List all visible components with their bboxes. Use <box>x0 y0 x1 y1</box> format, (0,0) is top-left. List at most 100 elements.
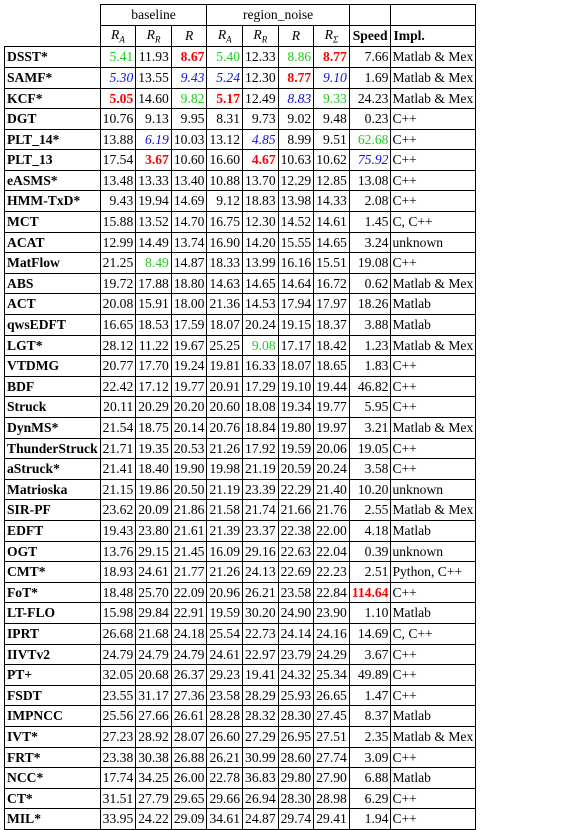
cell-value: 23.80 <box>138 522 169 538</box>
score-cell: 29.65 <box>170 787 208 810</box>
score-cell: 12.30 <box>242 66 279 89</box>
score-cell: 21.26 <box>206 437 244 460</box>
tracker-name: DSST* <box>4 46 101 68</box>
cell-value: 19.98 <box>209 461 241 477</box>
cell-value: 14.61 <box>316 214 347 230</box>
cell-value: 14.53 <box>245 296 276 312</box>
cell-value: 26.95 <box>280 728 312 744</box>
cell-value: 29.84 <box>138 605 169 621</box>
score-cell: 17.74 <box>99 767 137 789</box>
score-cell: 19.24 <box>170 355 208 377</box>
cell-value: 20.68 <box>138 667 169 683</box>
cell-value: 28.07 <box>173 728 205 744</box>
cell-value: 25.25 <box>209 337 241 353</box>
cell-value: 36.83 <box>245 770 276 786</box>
score-cell: 9.51 <box>313 128 350 151</box>
score-cell: 26.21 <box>206 746 244 769</box>
cell-value: 16.09 <box>209 543 241 559</box>
speed-cell: 1.83 <box>348 355 392 377</box>
table-row: BDF 22.42 17.12 19.77 20.91 17.29 19.10 19.44 46… <box>4 375 477 398</box>
tracker-name: SAMF* <box>4 66 101 89</box>
score-cell: 9.02 <box>277 108 315 130</box>
cell-value: 22.09 <box>173 584 205 600</box>
impl-cell: C++ <box>390 581 477 604</box>
speed-cell: 62.68 <box>348 128 392 151</box>
cell-value: 9.43 <box>109 193 134 209</box>
cell-value: 26.61 <box>173 708 205 724</box>
cell-value: 21.71 <box>102 440 134 456</box>
cell-value: 34.61 <box>209 811 241 827</box>
cell-value: 21.74 <box>245 502 276 518</box>
cell-value: 6.88 <box>364 770 389 786</box>
score-cell: 27.29 <box>242 725 279 748</box>
speed-cell: 1.69 <box>348 66 392 89</box>
cell-value: 5.41 <box>109 49 134 65</box>
score-cell: 21.19 <box>242 458 279 480</box>
impl-cell: C++ <box>390 169 477 192</box>
table-row: NCC* 17.74 34.25 26.00 22.78 36.83 29.80 27.90 6… <box>4 767 477 789</box>
cell-value: 11.93 <box>138 49 169 65</box>
score-cell: 28.92 <box>135 725 172 748</box>
cell-value: 13.08 <box>357 172 389 188</box>
score-cell: 23.39 <box>242 478 279 501</box>
score-cell: 18.42 <box>313 334 350 357</box>
score-cell: 16.65 <box>99 314 137 336</box>
cell-value: 16.90 <box>209 234 241 250</box>
score-cell: 22.73 <box>242 622 279 645</box>
impl-cell: C, C++ <box>390 211 477 233</box>
cell-value: 22.78 <box>209 770 241 786</box>
cell-value: 17.29 <box>245 378 276 394</box>
score-cell: 10.60 <box>170 149 208 171</box>
tracker-name: BDF <box>4 375 101 398</box>
score-cell: 29.09 <box>170 808 208 830</box>
cell-value: 30.38 <box>138 749 169 765</box>
cell-value: 18.42 <box>316 337 347 353</box>
score-cell: 26.21 <box>242 581 279 604</box>
table-row: MCT 15.88 13.52 14.70 16.75 12.30 14.52 14.61 1.… <box>4 211 477 233</box>
table-row: DSST* 5.41 11.93 8.67 5.40 12.33 8.86 8.77 7.66 M… <box>4 46 477 68</box>
cell-value: 2.35 <box>364 728 389 744</box>
tracker-name: KCF* <box>4 87 101 110</box>
score-cell: 19.34 <box>277 396 315 418</box>
cell-value: 13.76 <box>102 543 134 559</box>
table-row: SAMF* 5.30 13.55 9.43 5.24 12.30 8.77 9.10 1.69 M… <box>4 66 477 89</box>
cell-value: 29.23 <box>209 667 241 683</box>
cell-value: 14.69 <box>357 625 389 641</box>
score-cell: 27.79 <box>135 787 172 810</box>
col-r-sigma: RΣ <box>313 24 350 48</box>
cell-value: 15.91 <box>138 296 169 312</box>
cell-value: 19.94 <box>138 193 169 209</box>
cell-value: 3.21 <box>364 420 389 435</box>
impl-cell: Matlab & Mex <box>390 66 477 89</box>
score-cell: 22.29 <box>277 478 315 501</box>
cell-value: 28.30 <box>280 708 312 724</box>
score-cell: 19.98 <box>206 458 244 480</box>
impl-cell: unknown <box>390 540 477 563</box>
cell-value: 9.13 <box>145 111 169 127</box>
score-cell: 20.09 <box>135 499 172 521</box>
score-cell: 26.88 <box>170 746 208 769</box>
score-cell: 20.14 <box>170 417 208 439</box>
impl-cell: Matlab <box>390 293 477 316</box>
cell-value: 19.81 <box>209 358 241 374</box>
table-row: DynMS* 21.54 18.75 20.14 20.76 18.84 19.80 19.9… <box>4 417 477 439</box>
cell-value: 22.29 <box>280 481 312 497</box>
score-cell: 22.78 <box>206 767 244 789</box>
impl-cell: C++ <box>390 437 477 460</box>
cell-value: 20.50 <box>173 481 205 497</box>
cell-value: 14.69 <box>173 193 205 209</box>
score-cell: 25.93 <box>277 684 315 707</box>
cell-value: 24.61 <box>138 564 169 580</box>
score-cell: 18.07 <box>206 314 244 336</box>
cell-value: 23.58 <box>209 687 241 703</box>
cell-value: 10.76 <box>102 111 134 127</box>
score-cell: 17.97 <box>313 293 350 316</box>
cell-value: 20.29 <box>138 399 169 415</box>
score-cell: 8.31 <box>206 108 244 130</box>
cell-value: 29.09 <box>173 811 205 827</box>
cell-value: 30.20 <box>245 605 276 621</box>
tracker-name: PLT_13 <box>4 149 101 171</box>
score-cell: 19.97 <box>313 417 350 439</box>
cell-value: 0.39 <box>364 543 389 559</box>
score-cell: 29.16 <box>242 540 279 563</box>
